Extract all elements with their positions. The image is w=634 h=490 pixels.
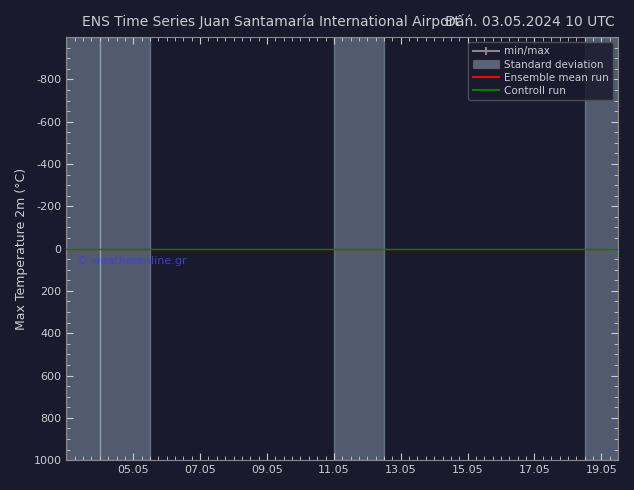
Text: ENS Time Series Juan Santamaría International Airport: ENS Time Series Juan Santamaría Internat… [82, 15, 460, 29]
Bar [334, 37, 384, 460]
Y-axis label: Max Temperature 2m (°C): Max Temperature 2m (°C) [15, 168, 28, 330]
Bar [585, 37, 618, 460]
Text: © weatheronline.gr: © weatheronline.gr [77, 256, 187, 266]
Text: Đấń. 03.05.2024 10 UTC: Đấń. 03.05.2024 10 UTC [445, 15, 615, 29]
Bar [100, 37, 150, 460]
Bar [67, 37, 100, 460]
Legend: min/max, Standard deviation, Ensemble mean run, Controll run: min/max, Standard deviation, Ensemble me… [469, 42, 613, 100]
